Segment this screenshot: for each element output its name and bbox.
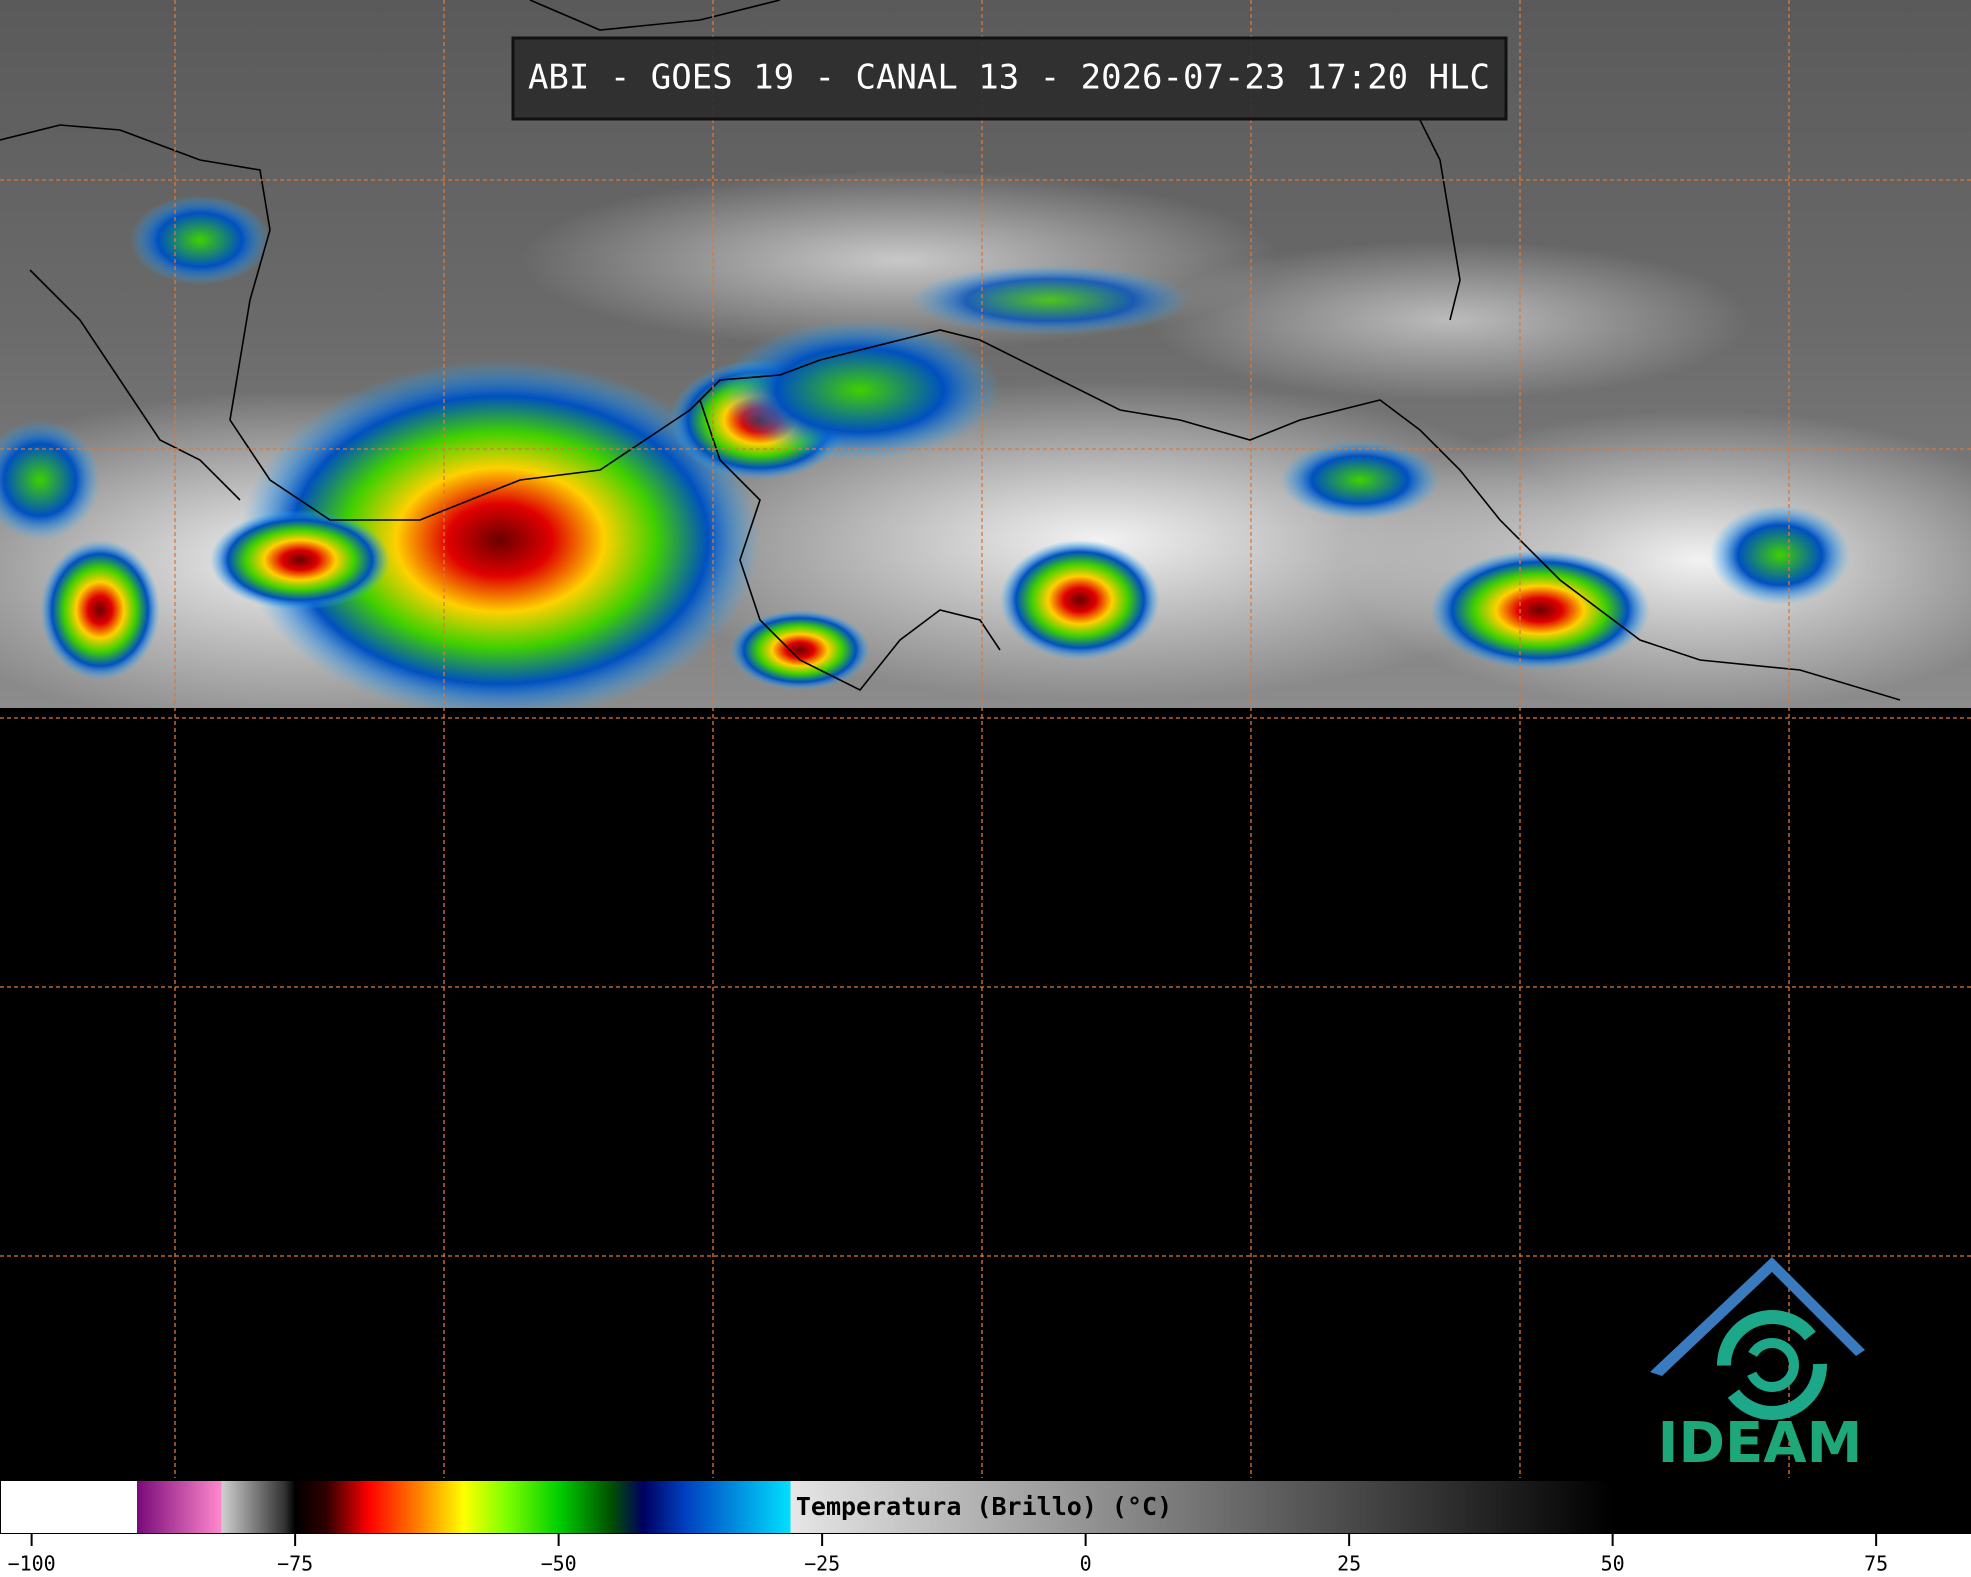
logo-text: IDEAM xyxy=(1658,1411,1863,1476)
colorbar-bar xyxy=(0,1479,1971,1535)
colorbar: Temperatura (Brillo) (°C) −100 −75 −50 −25 0 2… xyxy=(0,1479,1971,1577)
title-box xyxy=(511,36,1508,121)
tick-strip xyxy=(0,1534,1971,1577)
colorbar-tick-label: −50 xyxy=(541,1552,577,1576)
colorbar-label: Temperatura (Brillo) (°C) xyxy=(796,1492,1172,1521)
cloud-field xyxy=(0,170,1971,730)
colorbar-tick-label: 25 xyxy=(1337,1552,1361,1576)
title: ABI - GOES 19 - CANAL 13 - 2026-07-23 17… xyxy=(528,58,1490,98)
coastlines xyxy=(0,0,1901,701)
no-data-region xyxy=(0,708,1971,1480)
colorbar-tick-label: 75 xyxy=(1864,1552,1888,1576)
grid xyxy=(0,0,1971,1478)
colorbar-tick-label: 50 xyxy=(1601,1552,1625,1576)
colorbar-tick-label: 0 xyxy=(1080,1552,1092,1576)
colorbar-tick-label: −75 xyxy=(277,1552,313,1576)
ideam-logo: IDEAM xyxy=(1650,1257,1865,1476)
colorbar-tick-label: −100 xyxy=(8,1552,56,1576)
colorbar-tick-label: −25 xyxy=(804,1552,840,1576)
